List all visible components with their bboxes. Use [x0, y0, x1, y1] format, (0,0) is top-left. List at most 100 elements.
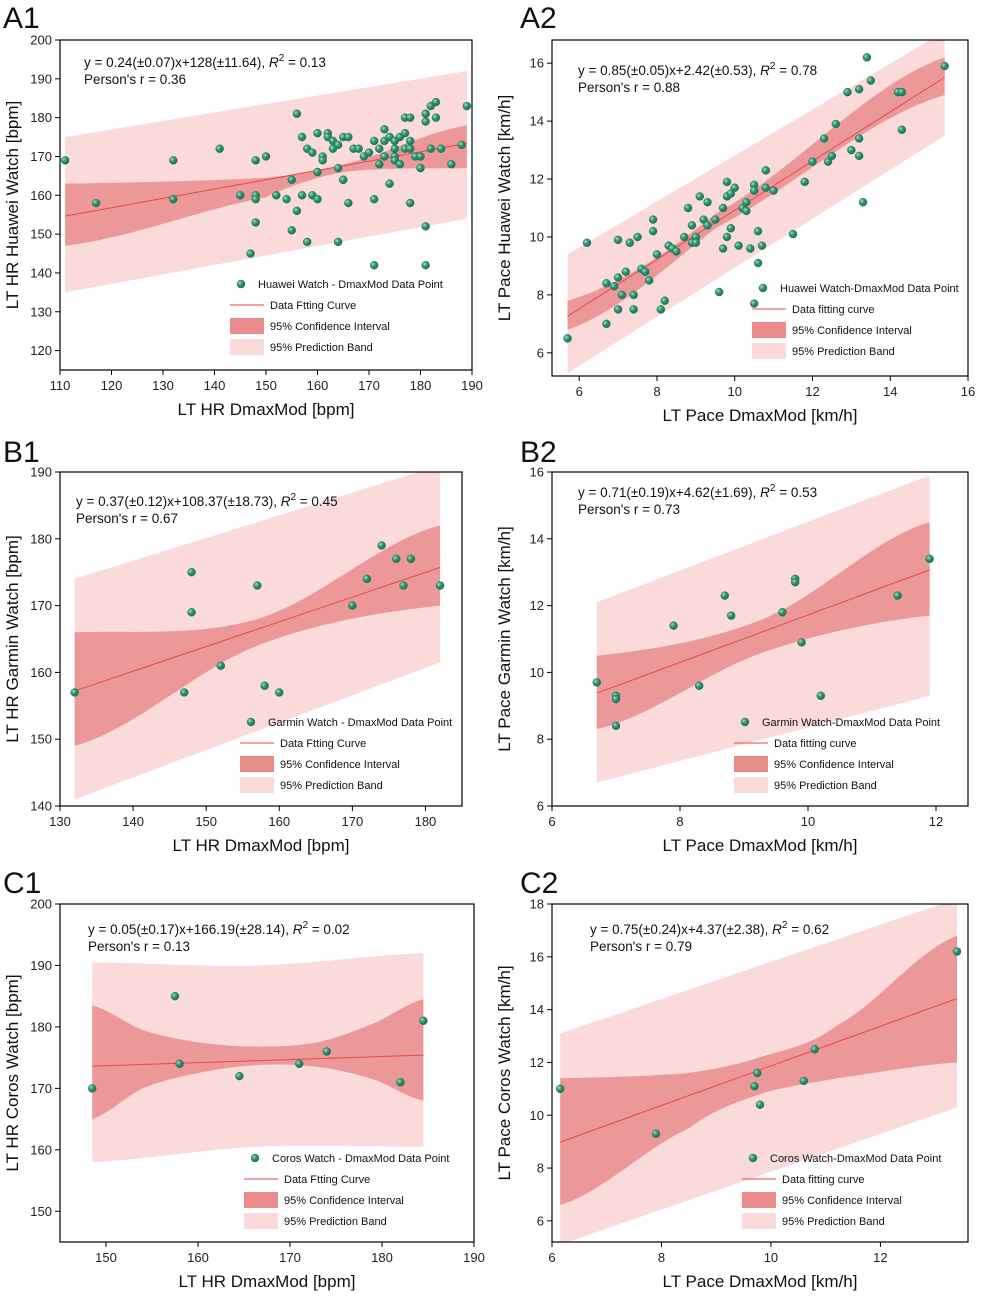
data-point — [419, 1016, 428, 1025]
data-point — [742, 206, 751, 216]
y-tick-label: 170 — [30, 598, 52, 613]
data-point — [808, 157, 817, 166]
data-point — [854, 134, 864, 143]
data-point — [60, 156, 70, 165]
data-point — [563, 334, 572, 343]
legend-fit-label: Data Ftting Curve — [284, 1174, 370, 1186]
data-point — [734, 241, 743, 250]
legend-point-swatch — [758, 283, 768, 293]
data-point — [395, 160, 405, 169]
data-point — [788, 229, 798, 239]
data-point — [617, 290, 627, 300]
data-point — [406, 198, 415, 208]
y-tick-label: 200 — [30, 33, 52, 48]
legend-fit-label: Data fitting curve — [782, 1174, 865, 1186]
data-point — [392, 554, 401, 564]
data-point — [436, 144, 446, 153]
pearson-r: Person's r = 0.79 — [590, 939, 692, 954]
data-point — [633, 232, 642, 242]
data-point — [447, 160, 456, 169]
data-point — [556, 1084, 565, 1094]
legend-points-label: Coros Watch - DmaxMod Data Point — [272, 1153, 449, 1165]
data-point — [426, 144, 435, 153]
plot-area — [563, 40, 949, 374]
data-point — [691, 238, 701, 247]
data-point — [261, 152, 271, 161]
legend: Coros Watch-DmaxMod Data Point Data fitti… — [742, 1153, 941, 1229]
legend-point-swatch — [748, 1153, 758, 1163]
data-point — [831, 119, 841, 129]
data-point — [611, 694, 621, 704]
y-tick-label: 14 — [530, 531, 544, 546]
fit-equation: y = 0.24(±0.07)x+128(±11.64), R2 = 0.13 — [84, 53, 326, 70]
legend-pi-swatch — [742, 1213, 776, 1229]
y-tick-label: 180 — [30, 1019, 52, 1034]
x-tick-label: 160 — [187, 1250, 209, 1265]
legend-pi-swatch — [244, 1213, 278, 1229]
y-axis-title: LT HR Huawei Watch [bpm] — [3, 101, 22, 309]
data-point — [187, 608, 196, 617]
data-point — [648, 226, 658, 236]
x-tick-label: 150 — [195, 814, 217, 829]
data-point — [253, 581, 262, 590]
data-point — [613, 305, 623, 314]
data-point — [399, 581, 408, 590]
y-tick-label: 8 — [537, 732, 544, 747]
legend-point-swatch — [236, 279, 246, 289]
x-tick-label: 170 — [358, 378, 380, 393]
y-tick-label: 170 — [30, 149, 52, 164]
x-tick-label: 150 — [255, 378, 277, 393]
x-tick-label: 10 — [727, 384, 741, 399]
data-point — [308, 148, 317, 157]
data-point — [416, 163, 425, 173]
data-point — [827, 151, 837, 161]
pearson-r: Person's r = 0.36 — [84, 72, 186, 87]
data-point — [755, 1100, 765, 1109]
data-point — [669, 621, 678, 630]
data-point — [175, 1059, 184, 1068]
data-point — [421, 109, 430, 118]
data-point — [313, 128, 322, 138]
y-tick-label: 160 — [30, 1142, 52, 1157]
fit-equation: y = 0.71(±0.19)x+4.62(±1.69), R2 = 0.53 — [578, 483, 817, 500]
legend-pi-label: 95% Prediction Band — [270, 342, 373, 354]
data-point — [421, 117, 430, 126]
legend-ci-swatch — [230, 318, 264, 334]
data-point — [952, 947, 962, 956]
legend-ci-swatch — [734, 756, 768, 772]
data-point — [720, 591, 729, 600]
data-point — [390, 144, 399, 153]
y-axis-title: LT Pace Coros Watch [km/h] — [495, 965, 514, 1180]
data-point — [333, 163, 343, 173]
data-point — [180, 688, 189, 697]
legend-ci-swatch — [752, 322, 786, 338]
data-point — [339, 175, 348, 184]
panel-label: C2 — [520, 867, 558, 900]
legend-pi-label: 95% Prediction Band — [284, 1216, 387, 1228]
data-point — [431, 113, 441, 122]
y-tick-label: 16 — [530, 56, 544, 71]
y-tick-label: 150 — [30, 1204, 52, 1219]
fit-line — [567, 76, 945, 317]
legend-point-swatch — [250, 1153, 260, 1163]
legend-ci-label: 95% Confidence Interval — [284, 1195, 404, 1207]
y-tick-label: 10 — [530, 1108, 544, 1123]
data-point — [753, 1068, 762, 1078]
data-point — [722, 232, 732, 242]
data-point — [333, 237, 343, 247]
data-point — [297, 132, 307, 142]
data-point — [602, 319, 611, 329]
data-point — [893, 591, 902, 600]
plot-frame — [59, 903, 475, 1243]
legend-point-swatch — [246, 717, 256, 727]
legend-pi-swatch — [240, 777, 274, 793]
data-point — [648, 215, 658, 224]
legend-ci-swatch — [244, 1192, 278, 1208]
data-point — [866, 76, 876, 85]
data-point — [703, 198, 712, 207]
data-point — [70, 688, 79, 697]
legend-pi-label: 95% Prediction Band — [280, 780, 383, 792]
data-point — [362, 574, 372, 584]
pearson-r: Person's r = 0.67 — [76, 511, 178, 526]
